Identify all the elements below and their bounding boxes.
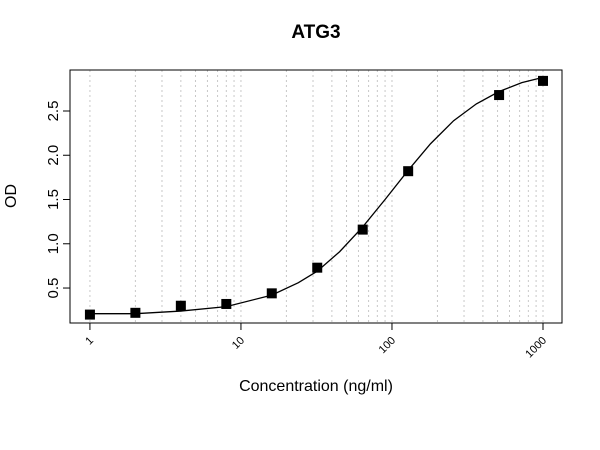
x-tick-label: 10	[230, 335, 247, 352]
plot-frame	[69, 69, 563, 324]
y-tick-label: 2.5	[45, 101, 62, 122]
data-point	[312, 262, 323, 273]
data-point	[538, 75, 549, 86]
data-point	[130, 307, 141, 318]
y-tick-label: 2.0	[45, 145, 62, 166]
data-point	[175, 300, 186, 311]
data-point	[221, 298, 232, 309]
x-tick-label: 1000	[523, 335, 549, 361]
data-point	[403, 166, 414, 177]
x-tick-label: 1	[83, 335, 96, 348]
fit-curve	[89, 76, 544, 315]
data-point	[84, 309, 95, 320]
data-point	[494, 90, 505, 101]
y-tick-label: 1.0	[45, 233, 62, 254]
y-tick-label: 0.5	[45, 278, 62, 299]
y-tick-label: 1.5	[45, 189, 62, 210]
data-point	[357, 224, 368, 235]
x-axis-label: Concentration (ng/ml)	[239, 378, 393, 395]
x-tick-label: 100	[377, 335, 398, 356]
data-point	[266, 288, 277, 299]
chart-title: ATG3	[291, 22, 340, 43]
y-axis-label: OD	[3, 184, 20, 208]
